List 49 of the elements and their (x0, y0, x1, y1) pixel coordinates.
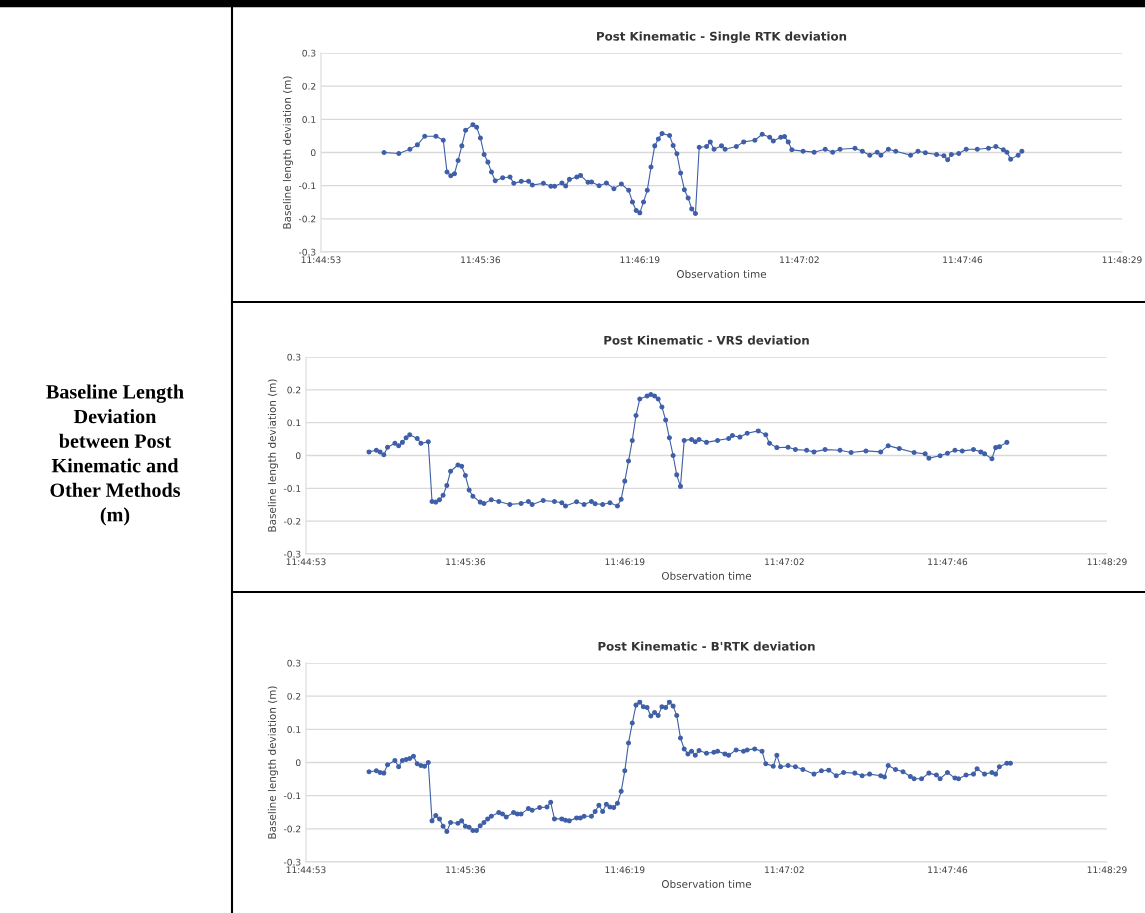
y-tick-label: 0.2 (287, 692, 301, 700)
y-tick-label: 0.1 (287, 419, 301, 427)
x-tick-label: 11:47:02 (765, 558, 804, 566)
y-tick-label: -0.3 (298, 248, 316, 256)
x-tick-label: 11:44:53 (286, 558, 326, 566)
y-tick-label: 0.3 (287, 353, 301, 361)
x-tick-label: 11:44:53 (286, 866, 326, 874)
chart-title: Post Kinematic - VRS deviation (604, 335, 809, 345)
x-tick-label: 11:47:46 (928, 866, 968, 874)
y-tick-label: -0.3 (283, 550, 301, 558)
x-tick-label: 11:48:29 (1102, 256, 1142, 264)
x-tick-label: 11:44:53 (301, 256, 341, 264)
y-axis-title: Baseline length deviation (m) (267, 686, 278, 839)
x-tick-label: 11:47:46 (928, 558, 968, 566)
x-tick-label: 11:46:19 (620, 256, 660, 264)
x-tick-label: 11:46:19 (605, 558, 645, 566)
y-tick-label: 0.3 (287, 659, 301, 667)
y-tick-label: -0.1 (298, 182, 316, 190)
y-axis-title: Baseline length deviation (m) (282, 76, 293, 229)
y-tick-label: 0.3 (302, 49, 316, 57)
y-tick-label: 0.2 (287, 386, 301, 394)
y-tick-label: 0 (310, 149, 316, 157)
x-tick-label: 11:48:29 (1087, 866, 1127, 874)
x-tick-label: 11:48:29 (1087, 558, 1127, 566)
y-tick-label: -0.2 (298, 215, 316, 223)
y-tick-label: 0.2 (302, 82, 316, 90)
x-tick-label: 11:47:02 (780, 256, 819, 264)
y-tick-label: -0.1 (283, 485, 301, 492)
x-tick-label: 11:47:02 (765, 866, 804, 874)
y-tick-label: 0 (295, 452, 301, 460)
y-tick-label: -0.3 (283, 858, 301, 866)
y-tick-label: 0 (295, 759, 301, 767)
y-tick-label: -0.2 (283, 517, 301, 525)
y-axis-title: Baseline length deviation (m) (267, 379, 278, 532)
text: Baseline Length Deviation between Post Kinematic and Other Methods (m) (46, 384, 184, 526)
x-tick-label: 11:45:36 (446, 866, 486, 874)
y-tick-label: 0.1 (287, 726, 301, 733)
chart-title: Post Kinematic - Single RTK deviation (597, 31, 847, 44)
chart-title: Post Kinematic - B'RTK deviation (598, 641, 815, 651)
x-axis-title: Observation time (661, 879, 752, 888)
x-tick-label: 11:45:36 (446, 558, 486, 566)
x-axis-title: Observation time (676, 269, 767, 278)
x-tick-label: 11:45:36 (461, 256, 501, 264)
x-tick-label: 11:46:19 (605, 866, 645, 874)
x-axis-title: Observation time (661, 571, 752, 580)
y-tick-label: 0.1 (302, 116, 316, 123)
x-tick-label: 11:47:46 (943, 256, 983, 264)
y-tick-label: -0.1 (283, 792, 301, 800)
y-tick-label: -0.2 (283, 825, 301, 833)
